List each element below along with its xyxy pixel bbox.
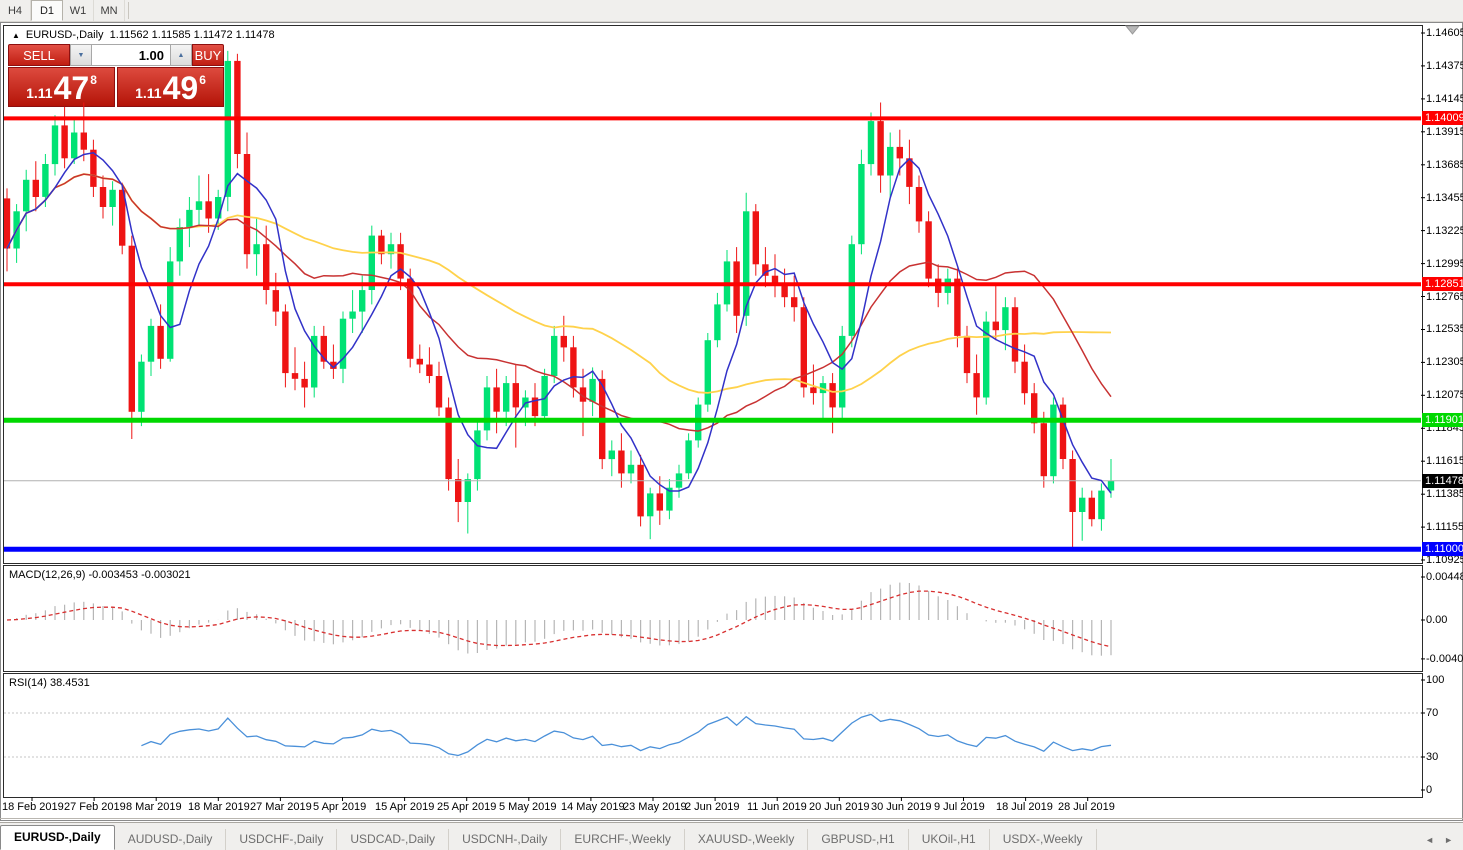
rsi-axis-tick: 70 [1426,707,1439,719]
symbol-tab-EURUSD-Daily[interactable]: EURUSD-,Daily [0,825,115,850]
tab-scroll-right-icon[interactable]: ► [1444,834,1453,845]
macd-axis-tick: -0.004048 [1426,653,1463,665]
symbol-tab-USDX-Weekly[interactable]: USDX-,Weekly [990,829,1097,850]
date-label: 9 Jul 2019 [934,801,985,813]
price-axis-tick: 1.11155 [1426,521,1463,533]
date-label: 11 Jun 2019 [747,801,807,813]
date-label: 8 Mar 2019 [126,801,182,813]
date-label: 5 May 2019 [499,801,557,813]
bid-prefix: 1.11 [26,85,53,101]
timeframe-toolbar: H4 D1 W1 MN [0,0,1463,22]
ask-prefix: 1.11 [135,85,162,101]
window-bottom-divider [0,818,1463,822]
tab-scroll-arrows: ◄ ► [1425,829,1453,850]
macd-label: MACD(12,26,9) -0.003453 -0.003021 [9,569,191,581]
price-axis-tick: 1.14375 [1426,60,1463,72]
rsi-label: RSI(14) 38.4531 [9,677,90,689]
volume-decrease-button[interactable]: ▼ [70,44,92,66]
symbol-tab-GBPUSD-H1[interactable]: GBPUSD-,H1 [808,829,909,850]
price-axis-tick: 1.12995 [1426,258,1463,270]
bid-price-panel[interactable]: 1.11 47 8 [8,67,115,107]
timeframe-button-W1[interactable]: W1 [63,0,94,21]
symbol-tab-AUDUSD-Daily[interactable]: AUDUSD-,Daily [115,829,227,850]
macd-pane[interactable] [3,565,1423,672]
chart-symbol-label: EURUSD-,Daily [25,29,104,41]
symbol-tab-USDCNH-Daily[interactable]: USDCNH-,Daily [449,829,562,850]
level-price-tag: 1.11000 [1422,542,1463,556]
price-axis-tick: 1.12305 [1426,356,1463,368]
sell-button[interactable]: SELL [8,44,70,66]
price-axis-tick: 1.11615 [1426,455,1463,467]
level-price-tag: 1.11901 [1422,413,1463,427]
timeframe-button-MN[interactable]: MN [94,0,125,21]
date-label: 18 Mar 2019 [188,801,250,813]
toolbar-separator [128,2,129,19]
symbol-tab-XAUUSD-Weekly[interactable]: XAUUSD-,Weekly [685,829,809,850]
price-axis-tick: 1.13685 [1426,159,1463,171]
level-price-tag: 1.14009 [1422,111,1463,125]
ask-pip-digit: 6 [199,73,206,87]
timeframe-button-H4[interactable]: H4 [0,0,31,21]
date-label: 28 Jul 2019 [1058,801,1115,813]
macd-axis-tick: 0.00 [1426,614,1448,626]
tab-scroll-left-icon[interactable]: ◄ [1425,834,1435,845]
bid-big-digits: 47 [53,70,90,106]
date-label: 15 Apr 2019 [375,801,435,813]
current-price-tag: 1.11478 [1422,474,1463,488]
price-axis-tick: 1.14605 [1426,27,1463,39]
price-axis-tick: 1.13225 [1426,225,1463,237]
volume-increase-button[interactable]: ▲ [170,44,192,66]
date-label: 27 Mar 2019 [250,801,312,813]
date-label: 23 May 2019 [623,801,687,813]
volume-input[interactable] [92,44,170,66]
rsi-axis-tick: 0 [1426,784,1433,796]
ask-price-panel[interactable]: 1.11 49 6 [117,67,224,107]
price-axis-tick: 1.13915 [1426,126,1463,138]
date-label: 5 Apr 2019 [313,801,367,813]
symbol-tab-USDCHF-Daily[interactable]: USDCHF-,Daily [226,829,338,850]
symbol-tab-USDCAD-Daily[interactable]: USDCAD-,Daily [337,829,450,850]
bid-pip-digit: 8 [90,73,97,87]
date-label: 2 Jun 2019 [685,801,740,813]
ask-big-digits: 49 [162,70,199,106]
price-axis-tick: 1.10925 [1426,554,1463,566]
date-label: 14 May 2019 [561,801,625,813]
symbol-tab-UKOil-H1[interactable]: UKOil-,H1 [909,829,990,850]
price-axis-tick: 1.12535 [1426,323,1463,335]
buy-button[interactable]: BUY [192,44,224,66]
chart-title: ▲ EURUSD-,Daily 1.11562 1.11585 1.11472 1… [12,29,275,41]
spinner-down-icon: ▼ [77,51,85,59]
date-label: 27 Feb 2019 [64,801,126,813]
date-label: 30 Jun 2019 [871,801,932,813]
price-axis-tick: 1.11385 [1426,488,1463,500]
price-axis-tick: 1.14145 [1426,93,1463,105]
symbol-tab-bar: EURUSD-,Daily AUDUSD-,Daily USDCHF-,Daily U… [0,822,1463,850]
price-axis-tick: 1.12765 [1426,291,1463,303]
level-price-tag: 1.12851 [1422,277,1463,291]
symbol-tab-EURCHF-Weekly[interactable]: EURCHF-,Weekly [561,829,685,850]
rsi-pane[interactable] [3,673,1423,798]
spinner-up-icon: ▲ [177,51,185,59]
macd-axis-tick: 0.004481 [1426,571,1463,583]
timeframe-button-D1[interactable]: D1 [31,0,63,21]
date-label: 25 Apr 2019 [437,801,497,813]
price-axis-tick: 1.12075 [1426,389,1463,401]
date-label: 18 Jul 2019 [996,801,1053,813]
date-label: 20 Jun 2019 [809,801,870,813]
date-label: 18 Feb 2019 [2,801,64,813]
collapse-chart-icon[interactable]: ▲ [12,31,20,40]
rsi-axis-tick: 30 [1426,751,1439,763]
price-axis-tick: 1.13455 [1426,192,1463,204]
chart-ohlc-readout: 1.11562 1.11585 1.11472 1.11478 [109,29,275,41]
rsi-axis-tick: 100 [1426,674,1445,686]
